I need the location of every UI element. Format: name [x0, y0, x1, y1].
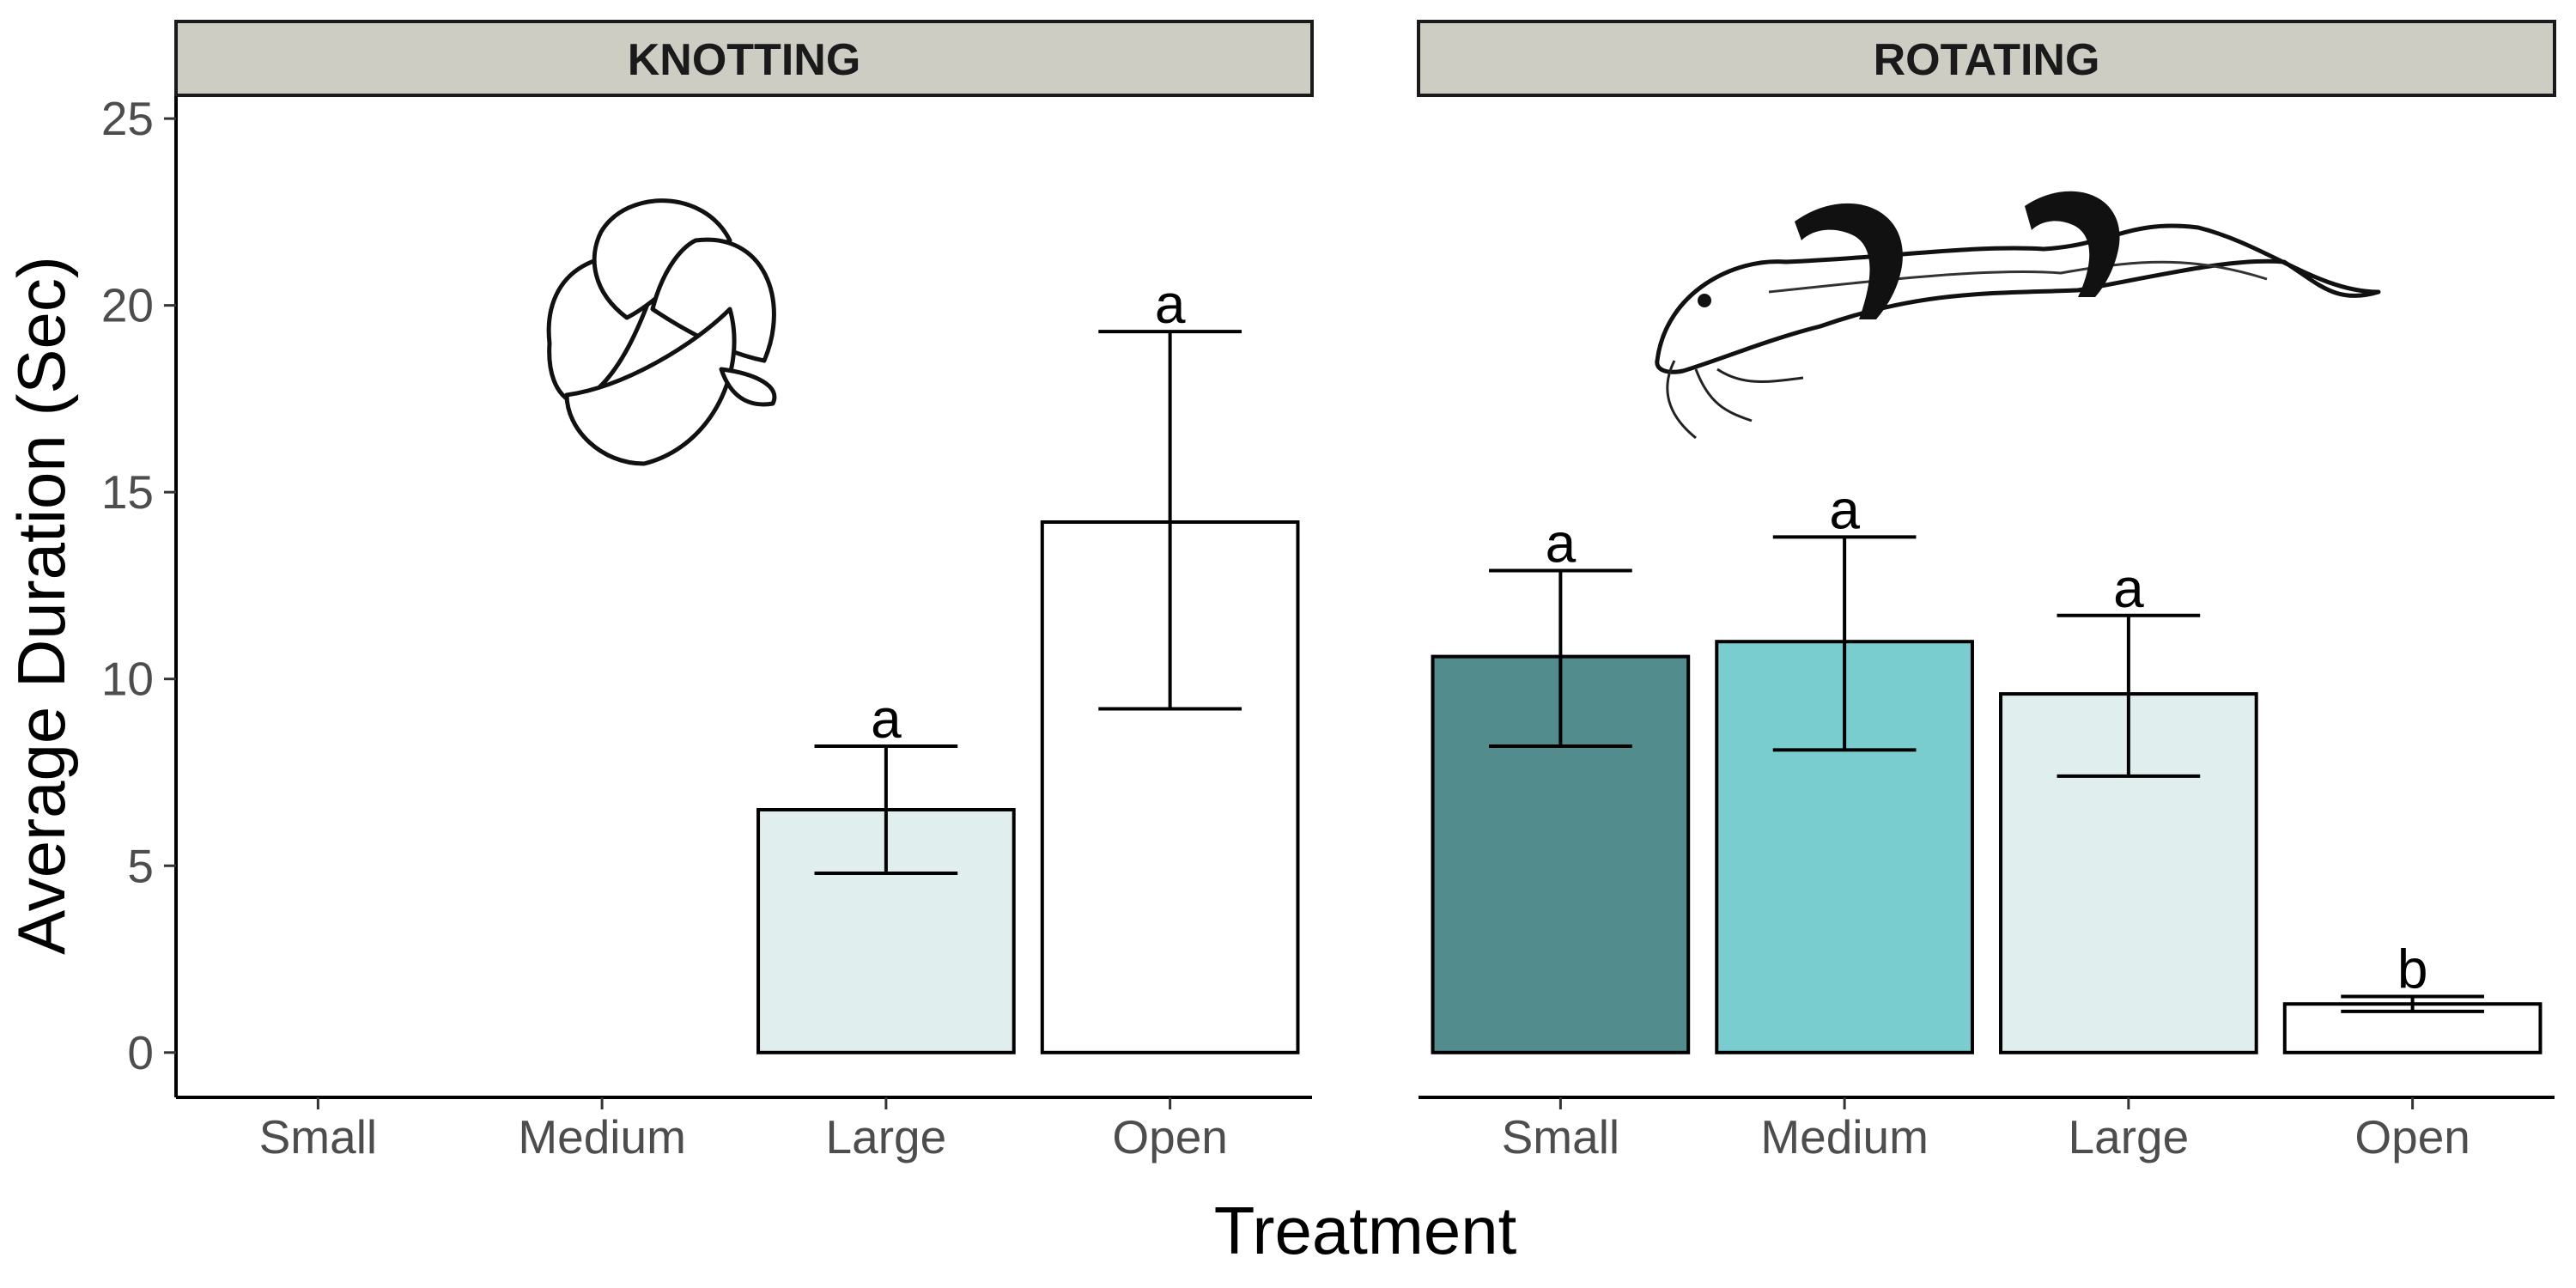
- panel-rotating: ROTATING Small Medium Large Open a a a b: [1417, 20, 2556, 1163]
- y-tick-label: 25: [101, 92, 154, 145]
- eel-lateral-line: [1768, 260, 2268, 294]
- y-tick-label: 0: [127, 1026, 154, 1079]
- x-tick-label: Open: [1112, 1110, 1228, 1163]
- x-tick-label: Small: [259, 1110, 378, 1163]
- x-tick-label: Small: [1502, 1110, 1620, 1163]
- x-tick-label: Medium: [518, 1110, 686, 1163]
- y-tick-label: 20: [101, 279, 154, 332]
- significance-label: a: [1829, 478, 1860, 540]
- y-tick-label: 10: [101, 653, 154, 706]
- strip-header: [174, 20, 1314, 97]
- strip-header: [1417, 20, 2556, 97]
- significance-label: a: [871, 688, 902, 750]
- x-axis-title: Treatment: [1214, 1193, 1517, 1268]
- strip-label: KNOTTING: [628, 35, 861, 85]
- eel-eye: [1698, 294, 1711, 307]
- x-tick-label: Large: [826, 1110, 947, 1163]
- x-tick-label: Open: [2354, 1110, 2470, 1163]
- panel-knotting: KNOTTING 0 5 10 15 20 25 Small Medium Large Open a a: [101, 20, 1314, 1163]
- knot-tail: [719, 367, 777, 407]
- y-tick-label: 15: [101, 465, 154, 519]
- strip-label: ROTATING: [1874, 35, 2100, 85]
- rotation-arrow-icon: [1795, 203, 1903, 319]
- significance-label: a: [2113, 557, 2144, 619]
- x-tick-label: Medium: [1760, 1110, 1929, 1163]
- y-tick-label: 5: [127, 839, 154, 892]
- significance-label: a: [1155, 273, 1186, 335]
- panels: KNOTTING 0 5 10 15 20 25 Small Medium Large Open a a…: [101, 20, 2556, 1163]
- knot-loop-bottom: [564, 307, 737, 466]
- y-axis-title: Average Duration (Sec): [3, 256, 79, 955]
- significance-label: a: [1546, 513, 1577, 574]
- eel-whiskers: [1666, 360, 1804, 440]
- rotating-eel-illustration: [1655, 191, 2381, 440]
- rotation-arrow-icon: [2025, 191, 2120, 297]
- knotted-eel-illustration: [546, 198, 777, 466]
- x-tick-label: Large: [2069, 1110, 2190, 1163]
- eel-body: [1655, 223, 2381, 374]
- significance-label: b: [2397, 939, 2428, 1000]
